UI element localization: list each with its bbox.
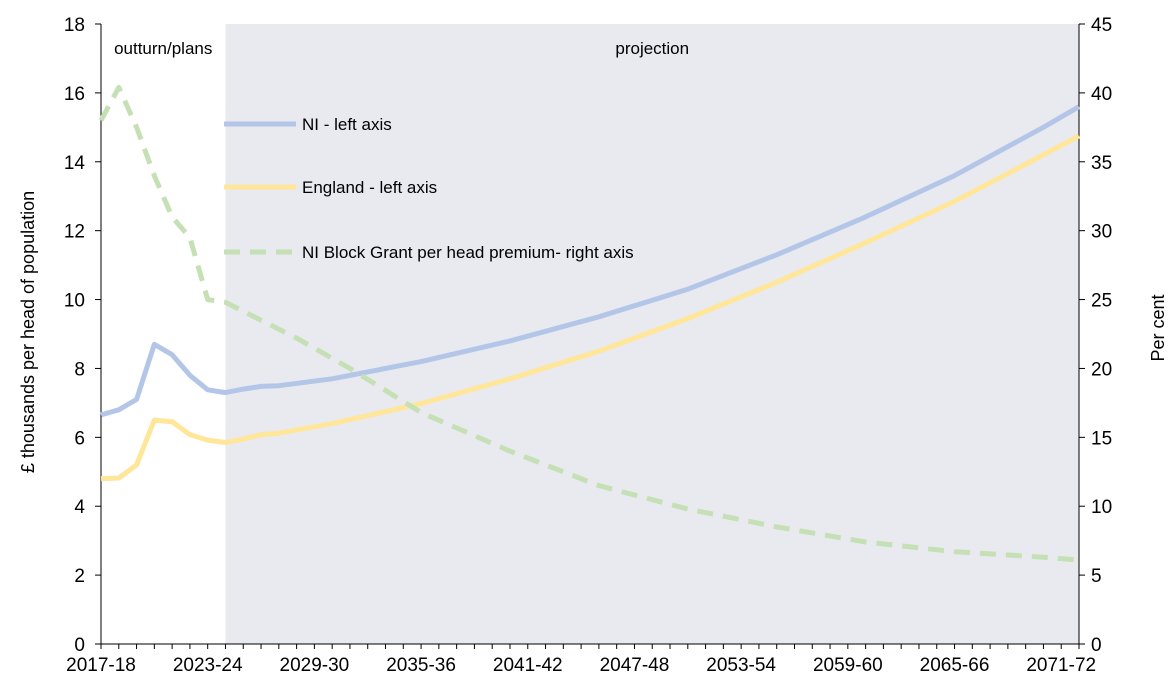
- left-tick-label: 10: [64, 291, 85, 312]
- x-tick-label: 2065-66: [920, 655, 990, 676]
- right-tick-label: 10: [1091, 497, 1112, 518]
- left-tick-label: 14: [64, 153, 86, 174]
- x-tick-label: 2047-48: [600, 655, 670, 676]
- region-label: outturn/plans: [114, 39, 212, 58]
- left-tick-label: 0: [74, 635, 85, 656]
- right-tick-label: 0: [1091, 635, 1102, 656]
- legend-label-2: NI Block Grant per head premium- right a…: [302, 243, 634, 262]
- region-labels: outturn/plans projection: [114, 39, 689, 58]
- right-tick-label: 5: [1091, 566, 1102, 587]
- right-tick-label: 45: [1091, 15, 1112, 36]
- x-axis-ticks: 2017-18 2023-24 2029-30 2035-36 2041-42 2047-…: [66, 644, 1096, 676]
- legend-label-0: NI - left axis: [302, 115, 392, 134]
- x-tick-label: 2023-24: [173, 655, 243, 676]
- left-axis-label: £ thousands per head of population: [18, 191, 38, 473]
- right-tick-label: 25: [1091, 291, 1112, 312]
- series-lines: [98, 84, 1081, 563]
- series-line-1: [100, 133, 1081, 482]
- x-tick-label: 2017-18: [66, 655, 136, 676]
- x-tick-label: 2059-60: [813, 655, 883, 676]
- left-tick-label: 12: [64, 222, 85, 243]
- legend-label-1: England - left axis: [302, 178, 437, 197]
- right-tick-label: 20: [1091, 359, 1112, 380]
- left-tick-label: 18: [64, 15, 85, 36]
- right-tick-label: 40: [1091, 84, 1112, 105]
- right-tick-label: 15: [1091, 428, 1112, 449]
- left-tick-label: 2: [74, 566, 85, 587]
- x-tick-label: 2035-36: [386, 655, 456, 676]
- right-tick-label: 30: [1091, 222, 1112, 243]
- x-tick-label: 2029-30: [280, 655, 350, 676]
- series-line-2: [98, 84, 1080, 563]
- x-tick-label: 2071-72: [1026, 655, 1096, 676]
- left-tick-label: 6: [74, 428, 85, 449]
- region-0: [101, 24, 226, 644]
- left-tick-label: 8: [74, 359, 85, 380]
- axes: [100, 24, 1080, 645]
- legend: NI - left axis England - left axis NI Bloc…: [224, 115, 634, 262]
- right-axis-label: Per cent: [1148, 294, 1168, 361]
- right-axis-ticks: 0 5 10 15 20 25 30 35 40 45: [1079, 15, 1112, 656]
- region-label: projection: [615, 39, 689, 58]
- left-axis-ticks: 0 2 4 6 8 10 12 14 16 18: [64, 15, 101, 656]
- right-tick-label: 35: [1091, 153, 1112, 174]
- left-tick-label: 4: [74, 497, 85, 518]
- left-tick-label: 16: [64, 84, 85, 105]
- series-line-0: [100, 104, 1081, 418]
- x-tick-label: 2053-54: [706, 655, 776, 676]
- x-tick-label: 2041-42: [493, 655, 563, 676]
